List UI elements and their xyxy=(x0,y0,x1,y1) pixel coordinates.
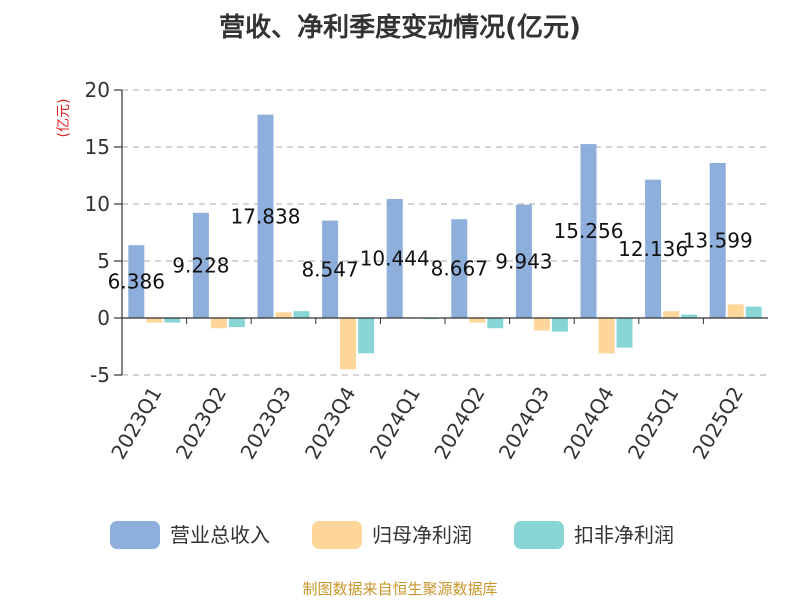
bar-2025Q1-1 xyxy=(663,311,680,318)
legend-swatch xyxy=(312,521,362,549)
data-labels: 6.386 9.228 17.838 8.547 10.444 8.667 9.94315.… xyxy=(108,204,753,293)
data-label: 15.256 xyxy=(554,219,624,243)
bar-2023Q2-1 xyxy=(210,318,227,329)
y-tick-label: 0 xyxy=(97,306,110,330)
bar-2023Q3-2 xyxy=(293,311,310,318)
data-label: 10.444 xyxy=(360,246,430,270)
bar-2023Q4-2 xyxy=(358,318,375,354)
x-tick-label: 2023Q2 xyxy=(171,383,231,464)
bar-2024Q1-0 xyxy=(386,198,403,318)
data-label: 13.599 xyxy=(683,228,753,252)
y-tick-label: 20 xyxy=(85,78,110,102)
bar-2024Q4-2 xyxy=(616,318,633,348)
y-axis-unit-label: (亿元) xyxy=(56,99,72,138)
x-tick-label: 2025Q1 xyxy=(623,383,683,464)
y-tick-label: 10 xyxy=(85,192,110,216)
data-label: 12.136 xyxy=(618,237,688,261)
data-label: 8.547 xyxy=(301,257,358,281)
x-tick-label: 2025Q2 xyxy=(688,383,748,464)
bar-2024Q4-0 xyxy=(580,144,597,318)
legend-label: 归母净利润 xyxy=(372,523,472,547)
chart-title: 营收、净利季度变动情况(亿元) xyxy=(219,12,581,43)
bar-2023Q1-2 xyxy=(164,318,181,323)
bar-2024Q2-1 xyxy=(469,318,486,323)
bar-2024Q3-0 xyxy=(515,204,532,318)
x-tick-label: 2024Q1 xyxy=(365,383,425,464)
grid-lines xyxy=(122,89,768,376)
legend: 营业总收入 归母净利润 扣非净利润 xyxy=(110,521,674,549)
x-tick-label: 2024Q3 xyxy=(494,383,554,464)
x-tick-label: 2024Q4 xyxy=(558,383,618,464)
data-label: 6.386 xyxy=(108,270,165,294)
data-label: 17.838 xyxy=(231,204,301,228)
bar-2025Q1-2 xyxy=(681,314,698,318)
bar-2024Q2-0 xyxy=(451,219,468,318)
bar-2025Q1-0 xyxy=(645,179,662,318)
x-tick-label: 2023Q4 xyxy=(300,383,360,464)
legend-swatch xyxy=(514,521,564,549)
bar-2023Q2-2 xyxy=(228,318,245,328)
bar-2024Q3-2 xyxy=(551,318,568,332)
bar-2025Q2-1 xyxy=(727,304,744,318)
data-label: 9.228 xyxy=(172,253,229,277)
x-tick-label: 2023Q3 xyxy=(235,383,295,464)
x-tick-label: 2023Q1 xyxy=(106,383,166,464)
bar-2023Q1-1 xyxy=(146,318,163,323)
legend-swatch xyxy=(110,521,160,549)
legend-label: 扣非净利润 xyxy=(574,523,674,547)
bar-2023Q1-0 xyxy=(128,245,145,318)
bar-2023Q2-0 xyxy=(192,212,209,318)
bar-2024Q2-2 xyxy=(487,318,504,329)
y-tick-label: 15 xyxy=(85,135,110,159)
bar-2024Q4-1 xyxy=(598,318,615,354)
bar-2023Q4-0 xyxy=(322,220,339,318)
x-tick-label: 2024Q2 xyxy=(429,383,489,464)
y-tick-label: -5 xyxy=(90,363,110,387)
bar-2023Q4-1 xyxy=(340,318,357,370)
bars xyxy=(128,114,762,370)
bar-2023Q3-1 xyxy=(275,312,292,318)
bar-2025Q2-2 xyxy=(745,306,762,318)
data-label: 8.667 xyxy=(431,257,488,281)
legend-label: 营业总收入 xyxy=(170,523,270,547)
bar-2023Q3-0 xyxy=(257,114,274,319)
bar-2024Q3-1 xyxy=(533,318,550,331)
data-label: 9.943 xyxy=(495,249,552,273)
y-tick-label: 5 xyxy=(97,249,110,273)
source-note: 制图数据来自恒生聚源数据库 xyxy=(302,580,497,598)
bar-2025Q2-0 xyxy=(709,162,726,318)
